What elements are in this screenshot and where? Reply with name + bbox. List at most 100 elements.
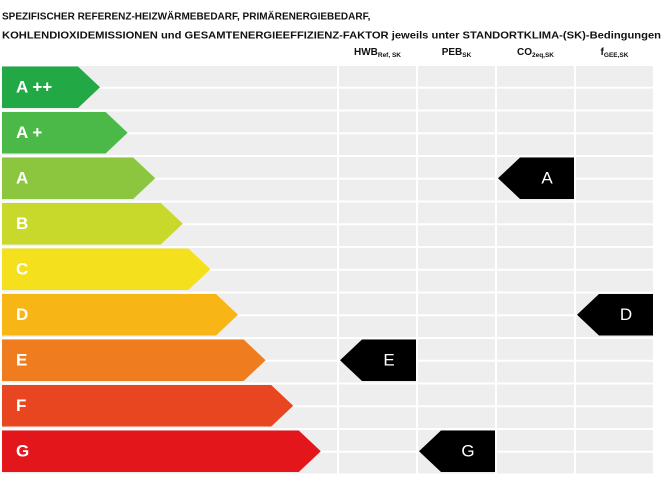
rating-label: D xyxy=(620,305,632,324)
cell xyxy=(497,202,574,224)
cell xyxy=(339,293,416,315)
cell xyxy=(339,66,416,87)
column-header: fGEE,SK xyxy=(601,47,629,59)
class-arrow xyxy=(2,112,128,154)
class-arrow xyxy=(2,430,321,472)
cell xyxy=(497,384,574,406)
cell xyxy=(418,88,495,110)
title-line: SPEZIFISCHER REFERENZ-HEIZWÄRMEBEDARF, P… xyxy=(2,10,371,23)
column-header: PEBSK xyxy=(442,47,472,59)
cell xyxy=(418,134,495,155)
rating-marker xyxy=(498,157,574,199)
cell xyxy=(576,225,653,246)
cell xyxy=(339,202,416,224)
class-label: A + xyxy=(16,123,42,142)
cell xyxy=(418,270,495,292)
cell xyxy=(418,339,495,360)
cell xyxy=(497,134,574,155)
cell xyxy=(339,88,416,110)
cell xyxy=(497,339,574,360)
cell xyxy=(418,202,495,224)
cell xyxy=(497,407,574,428)
header-main: f xyxy=(601,47,605,58)
cell xyxy=(497,452,574,474)
cell xyxy=(418,361,495,383)
header-sub: Ref, SK xyxy=(378,52,401,59)
cell xyxy=(497,88,574,110)
header-main: HWB xyxy=(354,47,378,58)
class-label: B xyxy=(16,214,28,233)
cell xyxy=(576,339,653,360)
class-arrow xyxy=(2,157,156,199)
header-sub: SK xyxy=(462,52,471,59)
class-label: D xyxy=(16,305,28,324)
cell xyxy=(418,316,495,337)
cell xyxy=(497,361,574,383)
cell xyxy=(576,452,653,474)
cell xyxy=(497,270,574,292)
column-header: CO2eq,SK xyxy=(517,47,554,59)
rating-label: A xyxy=(541,169,553,188)
class-arrow xyxy=(2,339,266,381)
rating-marker xyxy=(577,294,653,336)
class-arrow xyxy=(2,66,100,108)
cell xyxy=(497,293,574,315)
rating-label: E xyxy=(383,351,394,370)
cell xyxy=(497,111,574,133)
cell xyxy=(339,430,416,451)
cell xyxy=(576,361,653,383)
cell xyxy=(339,316,416,337)
class-arrow xyxy=(2,248,211,290)
class-label: A xyxy=(16,169,28,188)
cell xyxy=(339,270,416,292)
cell xyxy=(339,157,416,178)
cell xyxy=(576,430,653,451)
class-arrow xyxy=(2,294,238,336)
header-main: CO xyxy=(517,47,532,58)
rating-label: G xyxy=(461,442,474,461)
cell xyxy=(418,225,495,246)
cell xyxy=(497,66,574,87)
rating-marker xyxy=(419,430,495,472)
cell xyxy=(339,384,416,406)
column-header: HWBRef, SK xyxy=(354,47,401,59)
title-line: KOHLENDIOXIDEMISSIONEN und GESAMTENERGIE… xyxy=(2,31,661,42)
cell xyxy=(339,179,416,201)
cell xyxy=(497,430,574,451)
cell xyxy=(576,88,653,110)
cell xyxy=(339,248,416,269)
header-sub: 2eq,SK xyxy=(532,52,554,59)
cell xyxy=(576,111,653,133)
cell xyxy=(339,407,416,428)
cell xyxy=(576,407,653,428)
cell xyxy=(418,66,495,87)
cell xyxy=(576,384,653,406)
cell xyxy=(418,157,495,178)
rating-marker xyxy=(340,339,416,381)
cell xyxy=(418,111,495,133)
cell xyxy=(339,225,416,246)
cell xyxy=(339,111,416,133)
cell xyxy=(418,293,495,315)
cell xyxy=(497,316,574,337)
cell xyxy=(576,66,653,87)
cell xyxy=(497,248,574,269)
cell xyxy=(418,179,495,201)
cell xyxy=(576,248,653,269)
cell xyxy=(339,134,416,155)
cell xyxy=(576,134,653,155)
header-sub: GEE,SK xyxy=(604,52,629,59)
cell xyxy=(418,407,495,428)
cell xyxy=(576,179,653,201)
class-label: F xyxy=(16,396,26,415)
cell xyxy=(418,248,495,269)
cell xyxy=(576,270,653,292)
cell xyxy=(418,384,495,406)
class-arrow xyxy=(2,203,183,245)
header-main: PEB xyxy=(442,47,463,58)
cell xyxy=(576,202,653,224)
class-label: C xyxy=(16,260,28,279)
cell xyxy=(576,157,653,178)
